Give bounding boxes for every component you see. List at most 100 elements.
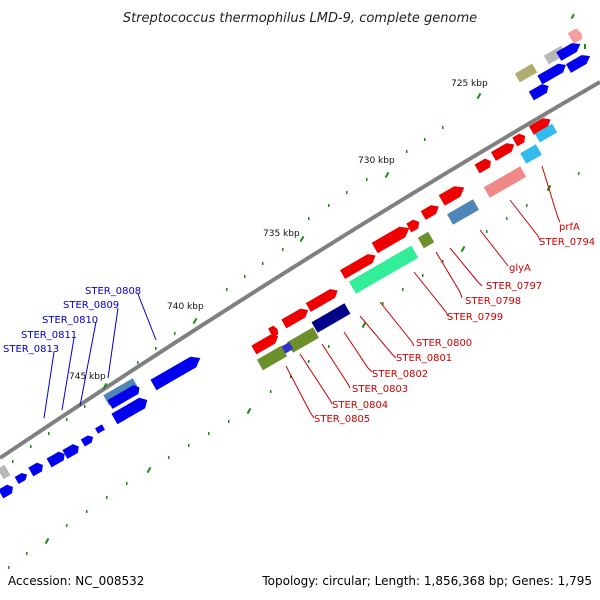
gene-arrow [520, 144, 542, 164]
gene-label: STER_0813 [3, 344, 59, 355]
gene-label: STER_0809 [63, 300, 119, 311]
tick-mark [578, 172, 580, 175]
gene-arrow [420, 205, 439, 220]
tick-mark [282, 248, 284, 251]
gene-arrow [251, 334, 279, 355]
tick-mark [460, 245, 466, 253]
gene-label: STER_0808 [85, 286, 141, 297]
gene-label: STER_0794 [539, 237, 595, 248]
tick-mark [506, 217, 508, 220]
tick-mark [168, 456, 170, 459]
gene-label: STER_0805 [314, 414, 370, 425]
scale-label: 725 kbp [451, 79, 488, 89]
gene-arrow [311, 303, 351, 333]
tick-mark [424, 138, 426, 141]
tick-mark [406, 150, 408, 153]
gene-arrow [111, 397, 148, 425]
tick-mark [102, 382, 108, 390]
tick-mark [86, 510, 88, 513]
gene-label: STER_0798 [465, 296, 521, 307]
tick-mark [328, 204, 330, 207]
gene-arrow [62, 444, 79, 459]
gene-label: STER_0804 [332, 400, 388, 411]
tick-mark [12, 460, 14, 463]
gene-cluster-reverse [0, 356, 201, 499]
gene-label: STER_0803 [352, 384, 408, 395]
gene-label: STER_0797 [486, 281, 542, 292]
gene-arrow [490, 143, 515, 161]
scale-label: 745 kbp [69, 372, 106, 382]
gene-arrow [528, 118, 551, 135]
tick-mark [8, 566, 10, 569]
gene-arrow [95, 424, 105, 434]
label-leader-lines-red [285, 165, 561, 419]
gene-arrow [305, 289, 338, 312]
gene-label: STER_0801 [396, 353, 452, 364]
gene-arrow [565, 55, 591, 73]
gene-arrow [537, 63, 566, 85]
gene-label: STER_0811 [21, 330, 77, 341]
gene-arrow [567, 28, 583, 44]
tick-mark [328, 345, 330, 348]
gene-arrow [107, 385, 140, 409]
tick-mark [346, 191, 348, 194]
tick-mark [384, 171, 390, 179]
gene-arrow [256, 345, 288, 371]
gene-label: STER_0799 [447, 312, 503, 323]
gene-arrow [534, 123, 558, 143]
gene-arrow [447, 199, 479, 225]
gene-arrow [417, 231, 435, 249]
tick-mark [262, 262, 264, 265]
tick-mark [30, 445, 32, 448]
gene-arrow [371, 226, 410, 254]
gene-arrow [287, 327, 319, 353]
gene-arrow [340, 254, 376, 279]
tick-mark [146, 466, 152, 474]
tick-mark [246, 407, 252, 415]
map-title: Streptococcus thermophilus LMD-9, comple… [123, 11, 477, 26]
tick-mark [361, 321, 367, 329]
topology-text: Topology: circular; Length: 1,856,368 bp… [261, 574, 592, 588]
gene-arrow [474, 158, 491, 174]
gene-label: prfA [559, 222, 580, 233]
gene-arrow [46, 451, 65, 468]
tick-mark [584, 44, 586, 49]
genome-backbone [0, 80, 600, 460]
tick-mark [192, 317, 198, 325]
tick-mark [106, 496, 108, 499]
tick-mark [290, 375, 292, 378]
tick-mark [422, 274, 424, 277]
tick-mark [174, 332, 176, 335]
tick-mark [226, 288, 228, 291]
gene-arrow [0, 464, 11, 480]
gene-cluster-top [514, 28, 591, 101]
scale-label: 740 kbp [167, 302, 204, 312]
gene-arrow [438, 186, 465, 206]
tick-mark [155, 347, 157, 350]
tick-mark [44, 537, 50, 545]
gene-cluster-forward [251, 118, 558, 371]
tick-mark [270, 390, 272, 393]
tick-mark [228, 420, 230, 423]
gene-arrow [483, 166, 527, 198]
gene-arrow [150, 356, 201, 391]
gene-arrow [80, 435, 94, 447]
gene-arrow [14, 473, 28, 484]
tick-mark [366, 178, 368, 181]
tick-mark [570, 13, 575, 20]
tick-mark [526, 204, 528, 207]
tick-mark [244, 275, 246, 278]
tick-mark [126, 482, 128, 485]
gene-arrow [0, 484, 13, 499]
tick-mark [308, 217, 310, 220]
gene-arrow [348, 245, 419, 294]
scale-label: 735 kbp [263, 229, 300, 239]
tick-mark [442, 260, 444, 263]
tick-mark [48, 432, 50, 435]
gene-arrow [512, 133, 526, 147]
tick-mark [137, 361, 139, 364]
tick-mark [188, 444, 190, 447]
gene-arrow [556, 43, 581, 61]
scale-label: 730 kbp [358, 156, 395, 166]
